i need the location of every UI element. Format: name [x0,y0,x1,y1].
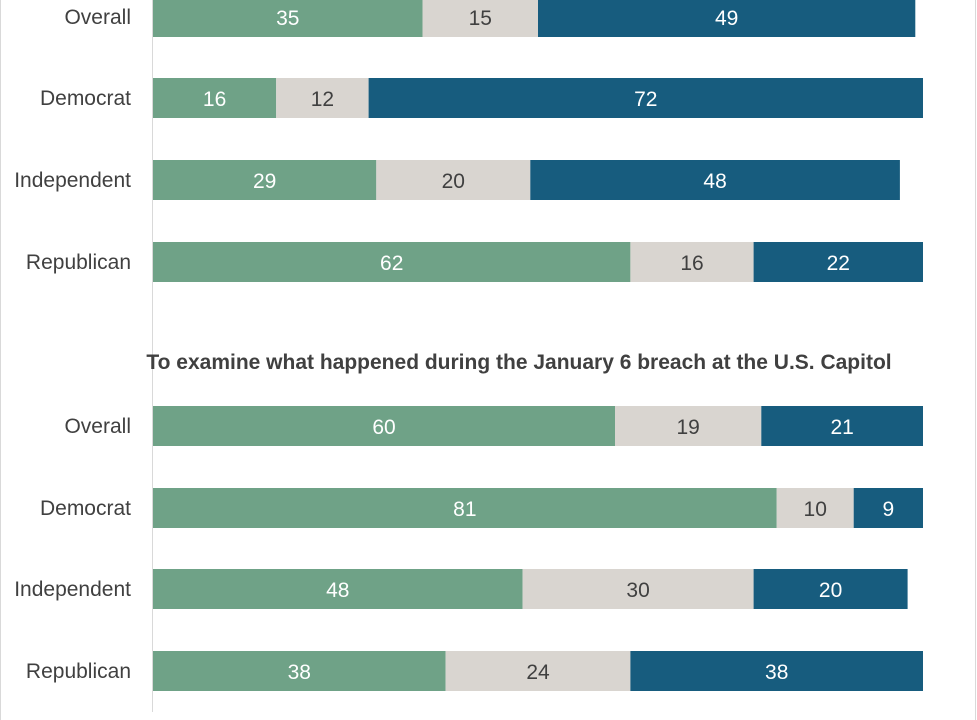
bar-top-overall-series-1 [153,0,423,37]
bar-top-overall-series-2 [422,0,538,37]
data-label-january-6-independent-series-2: 30 [626,579,649,602]
category-label-top-democrat: Democrat [40,87,131,110]
bar-january-6-republican-series-3 [630,651,923,691]
data-label-top-democrat-series-2: 12 [311,88,334,111]
category-label-top-independent: Independent [14,169,131,192]
data-label-january-6-republican-series-2: 24 [526,661,550,684]
data-label-top-overall-series-1: 35 [276,7,299,30]
data-label-january-6-republican-series-3: 38 [765,661,788,684]
data-label-top-democrat-series-1: 16 [203,88,226,111]
category-label-january-6-independent: Independent [14,578,131,601]
bar-january-6-overall-series-1 [153,406,615,446]
bar-top-overall-series-3 [538,0,916,37]
data-label-top-independent-series-2: 20 [442,170,465,193]
data-label-january-6-overall-series-3: 21 [830,416,853,439]
category-label-top-overall: Overall [64,6,131,29]
data-label-january-6-democrat-series-2: 10 [804,498,827,521]
data-label-january-6-democrat-series-1: 81 [453,498,476,521]
bar-january-6-independent-series-3 [753,569,908,609]
bar-top-democrat-series-2 [276,78,369,118]
data-label-top-republican-series-1: 62 [380,252,403,275]
data-label-top-republican-series-3: 22 [827,252,850,275]
bar-january-6-democrat-series-2 [776,488,854,528]
bar-january-6-overall-series-3 [761,406,923,446]
bar-top-republican-series-2 [630,242,754,282]
bar-top-independent-series-3 [530,160,900,200]
data-label-top-democrat-series-3: 72 [634,88,657,111]
data-label-top-overall-series-2: 15 [469,7,492,30]
bar-january-6-republican-series-2 [445,651,631,691]
bar-january-6-democrat-series-1 [153,488,777,528]
bar-top-republican-series-1 [153,242,631,282]
data-label-january-6-democrat-series-3: 9 [883,498,895,521]
data-label-january-6-overall-series-2: 19 [676,416,699,439]
bar-top-democrat-series-3 [368,78,924,118]
bar-january-6-independent-series-2 [522,569,754,609]
section-title-january-6: To examine what happened during the Janu… [146,351,891,374]
bar-january-6-overall-series-2 [615,406,762,446]
category-label-january-6-overall: Overall [64,415,131,438]
data-label-top-independent-series-3: 48 [703,170,726,193]
data-label-top-republican-series-2: 16 [680,252,703,275]
bar-top-democrat-series-1 [153,78,277,118]
data-label-january-6-independent-series-3: 20 [819,579,842,602]
data-label-top-independent-series-1: 29 [253,170,276,193]
category-label-top-republican: Republican [26,251,131,274]
data-label-january-6-independent-series-1: 48 [326,579,349,602]
data-label-january-6-republican-series-1: 38 [288,661,311,684]
category-label-january-6-republican: Republican [26,660,131,683]
bar-top-independent-series-1 [153,160,377,200]
category-label-january-6-democrat: Democrat [40,497,131,520]
data-label-top-overall-series-3: 49 [715,7,738,30]
bar-january-6-independent-series-1 [153,569,523,609]
bar-top-independent-series-2 [376,160,531,200]
data-label-january-6-overall-series-1: 60 [372,416,395,439]
bar-january-6-democrat-series-3 [853,488,923,528]
bar-top-republican-series-3 [753,242,923,282]
bar-january-6-republican-series-1 [153,651,446,691]
